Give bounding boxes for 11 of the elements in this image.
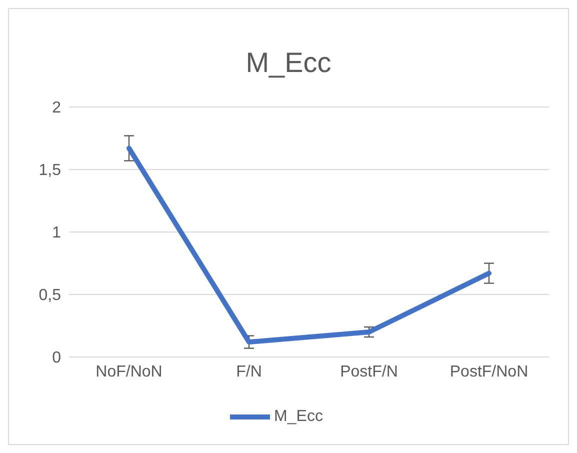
y-tick-label: 2 <box>52 100 62 117</box>
y-tick-label: 0,5 <box>38 287 62 304</box>
y-tick-label: 1 <box>52 224 62 242</box>
y-tick-label: 1,5 <box>38 162 62 180</box>
x-tick-label: F/N <box>236 363 262 380</box>
chart-title: M_Ecc <box>244 47 332 80</box>
x-tick-label: PostF/NoN <box>450 363 528 380</box>
x-tick-label: NoF/NoN <box>96 363 162 380</box>
x-tick-label: PostF/N <box>340 363 398 380</box>
y-tick-label: 0 <box>52 350 62 367</box>
legend-label: M_Ecc <box>274 408 323 426</box>
